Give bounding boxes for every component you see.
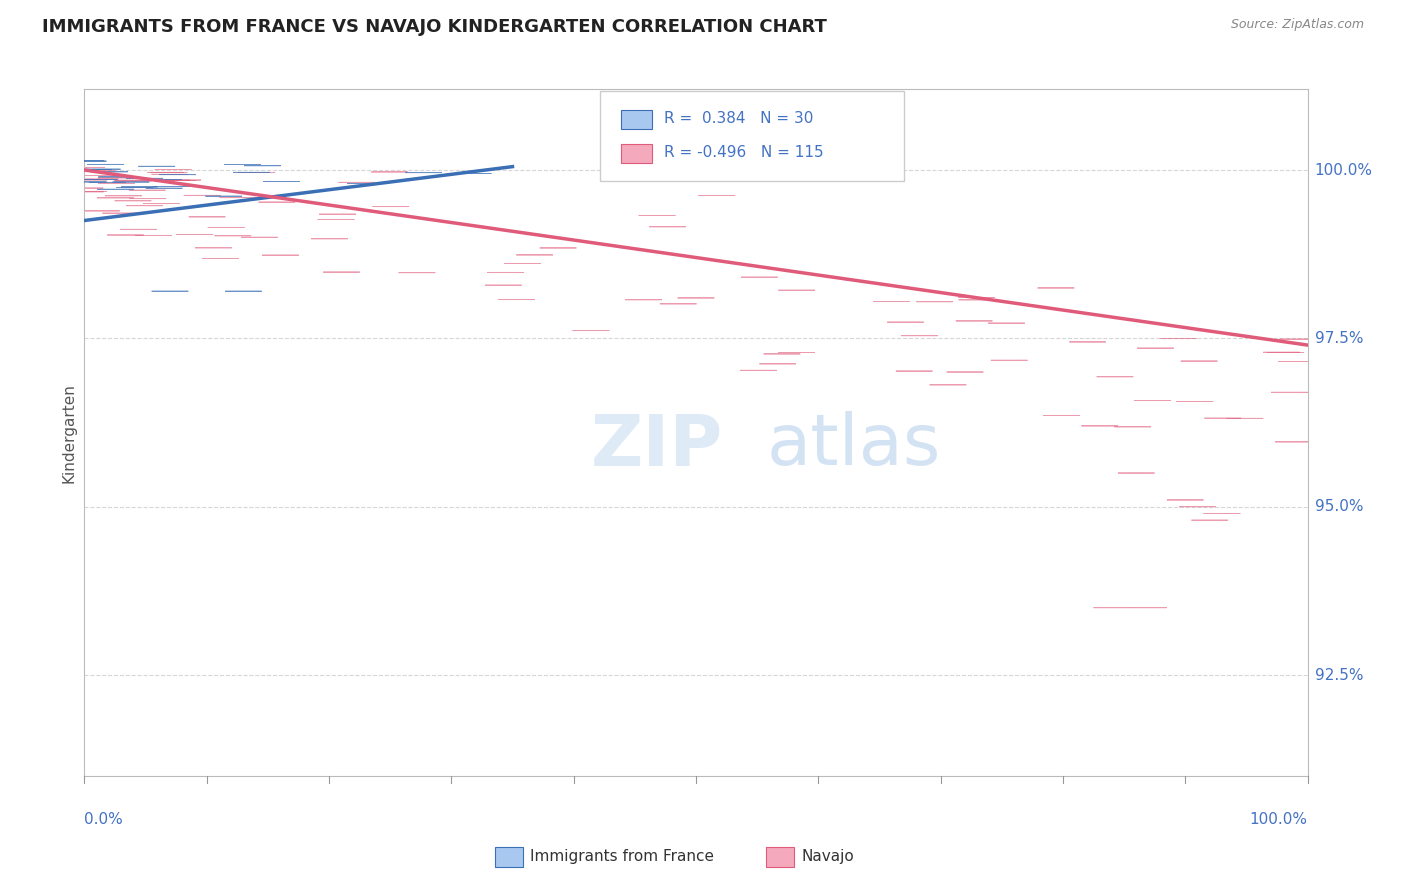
Text: 92.5%: 92.5% — [1315, 667, 1362, 682]
Text: 97.5%: 97.5% — [1315, 331, 1362, 346]
Text: Source: ZipAtlas.com: Source: ZipAtlas.com — [1230, 18, 1364, 31]
Text: ZIP: ZIP — [591, 411, 723, 481]
Text: R =  0.384   N = 30: R = 0.384 N = 30 — [664, 112, 813, 126]
Text: 100.0%: 100.0% — [1315, 162, 1372, 178]
Text: IMMIGRANTS FROM FRANCE VS NAVAJO KINDERGARTEN CORRELATION CHART: IMMIGRANTS FROM FRANCE VS NAVAJO KINDERG… — [42, 18, 827, 36]
Text: atlas: atlas — [766, 411, 941, 481]
Text: 0.0%: 0.0% — [84, 812, 124, 827]
Y-axis label: Kindergarten: Kindergarten — [60, 383, 76, 483]
Text: R = -0.496   N = 115: R = -0.496 N = 115 — [664, 145, 824, 160]
Text: Immigrants from France: Immigrants from France — [530, 849, 714, 863]
Text: 100.0%: 100.0% — [1250, 812, 1308, 827]
Text: Navajo: Navajo — [801, 849, 855, 863]
Text: 95.0%: 95.0% — [1315, 500, 1362, 514]
